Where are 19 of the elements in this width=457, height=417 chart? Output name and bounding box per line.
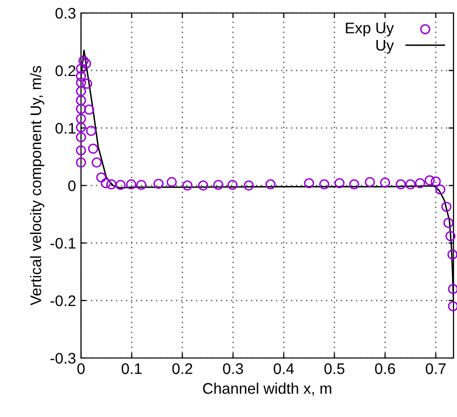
y-tick-label: -0.1 (50, 238, 76, 249)
y-tick-label: 0.3 (56, 8, 76, 19)
x-axis-title: Channel width x, m (203, 382, 332, 396)
y-axis-title: Vertical velocity component Uy, m/s (30, 66, 44, 306)
y-tick-label: -0.3 (50, 352, 76, 364)
legend-label: Exp Uy (346, 22, 394, 36)
y-tick-label: 0 (68, 180, 76, 192)
y-tick-label: -0.2 (50, 295, 76, 306)
x-tick-label: 0.7 (426, 363, 446, 374)
y-tick-label: 0.1 (56, 122, 76, 134)
x-tick-label: 0.1 (122, 363, 142, 374)
y-tick-label: 0.2 (56, 65, 76, 76)
x-tick-label: 0.3 (223, 363, 243, 374)
legend-label: Uy (376, 40, 394, 54)
x-tick-label: 0.2 (172, 363, 192, 374)
x-tick-label: 0.6 (375, 363, 396, 374)
x-tick-label: 0.5 (324, 363, 344, 374)
x-tick-label: 0.4 (274, 363, 294, 374)
x-tick-label: 0 (77, 363, 85, 374)
